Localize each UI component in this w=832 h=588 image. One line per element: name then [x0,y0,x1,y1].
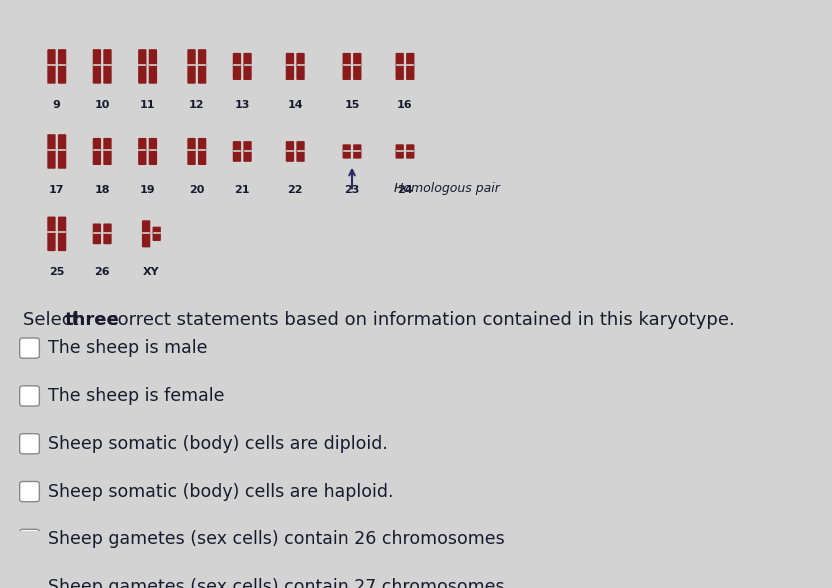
FancyBboxPatch shape [20,529,39,550]
Text: Sheep gametes (sex cells) contain 26 chromosomes: Sheep gametes (sex cells) contain 26 chr… [47,530,504,549]
FancyBboxPatch shape [20,434,39,454]
FancyBboxPatch shape [138,49,146,83]
FancyBboxPatch shape [353,144,361,159]
Text: 20: 20 [189,185,205,195]
FancyBboxPatch shape [187,49,196,83]
FancyBboxPatch shape [406,144,414,159]
FancyBboxPatch shape [353,53,361,80]
FancyBboxPatch shape [198,138,206,165]
FancyBboxPatch shape [138,138,146,165]
FancyBboxPatch shape [20,577,39,588]
FancyBboxPatch shape [244,141,252,162]
Text: 26: 26 [94,268,110,278]
Text: Homologous pair: Homologous pair [394,182,499,195]
FancyBboxPatch shape [343,144,351,159]
FancyBboxPatch shape [343,53,351,80]
Text: 13: 13 [235,100,250,110]
Text: Sheep gametes (sex cells) contain 27 chromosomes: Sheep gametes (sex cells) contain 27 chr… [47,578,504,588]
Text: 24: 24 [397,185,413,195]
FancyBboxPatch shape [92,49,101,83]
FancyBboxPatch shape [233,141,241,162]
Text: three: three [64,311,119,329]
FancyBboxPatch shape [92,223,101,244]
FancyBboxPatch shape [103,138,111,165]
FancyBboxPatch shape [395,53,404,80]
FancyBboxPatch shape [58,216,67,251]
FancyBboxPatch shape [395,144,404,159]
Text: XY: XY [143,268,160,278]
FancyBboxPatch shape [406,53,414,80]
Text: 22: 22 [288,185,303,195]
Text: 19: 19 [140,185,156,195]
Text: 16: 16 [397,100,413,110]
Text: 21: 21 [235,185,250,195]
Text: Select: Select [22,311,84,329]
Text: 11: 11 [140,100,156,110]
Text: 14: 14 [287,100,303,110]
FancyBboxPatch shape [187,138,196,165]
FancyBboxPatch shape [244,53,252,80]
FancyBboxPatch shape [152,226,161,241]
FancyBboxPatch shape [149,49,157,83]
FancyBboxPatch shape [285,53,294,80]
FancyBboxPatch shape [296,53,305,80]
FancyBboxPatch shape [58,49,67,83]
FancyBboxPatch shape [47,216,56,251]
Text: 9: 9 [53,100,61,110]
FancyBboxPatch shape [198,49,206,83]
FancyBboxPatch shape [47,49,56,83]
FancyBboxPatch shape [285,141,294,162]
FancyBboxPatch shape [149,138,157,165]
Text: 10: 10 [95,100,110,110]
Text: 23: 23 [344,185,359,195]
FancyBboxPatch shape [296,141,305,162]
FancyBboxPatch shape [92,138,101,165]
FancyBboxPatch shape [58,134,67,169]
Text: correct statements based on information contained in this karyotype.: correct statements based on information … [102,311,735,329]
Text: Sheep somatic (body) cells are diploid.: Sheep somatic (body) cells are diploid. [47,435,388,453]
Text: 15: 15 [344,100,359,110]
FancyBboxPatch shape [142,220,151,248]
FancyBboxPatch shape [233,53,241,80]
Text: Sheep somatic (body) cells are haploid.: Sheep somatic (body) cells are haploid. [47,483,394,500]
FancyBboxPatch shape [103,49,111,83]
Text: 12: 12 [189,100,205,110]
FancyBboxPatch shape [20,482,39,502]
FancyBboxPatch shape [47,134,56,169]
FancyBboxPatch shape [20,338,39,358]
Text: 17: 17 [49,185,65,195]
FancyBboxPatch shape [20,386,39,406]
FancyBboxPatch shape [103,223,111,244]
Text: 18: 18 [95,185,110,195]
Text: 25: 25 [49,268,64,278]
Text: The sheep is female: The sheep is female [47,387,224,405]
Text: The sheep is male: The sheep is male [47,339,207,357]
